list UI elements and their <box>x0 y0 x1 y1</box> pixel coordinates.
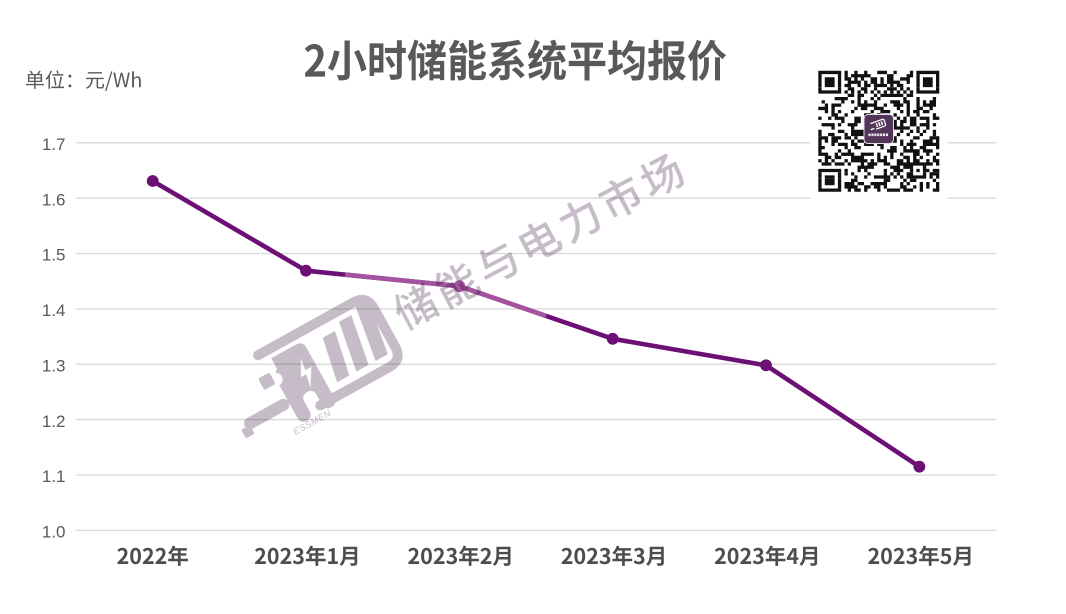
svg-text:1.4: 1.4 <box>42 301 66 320</box>
svg-text:1.6: 1.6 <box>42 190 66 209</box>
svg-text:1.7: 1.7 <box>42 135 66 154</box>
svg-text:1.3: 1.3 <box>42 356 66 375</box>
svg-text:1.1: 1.1 <box>42 467 66 486</box>
svg-text:1.0: 1.0 <box>42 523 66 542</box>
svg-text:1.5: 1.5 <box>42 246 66 265</box>
svg-text:1.2: 1.2 <box>42 412 66 431</box>
